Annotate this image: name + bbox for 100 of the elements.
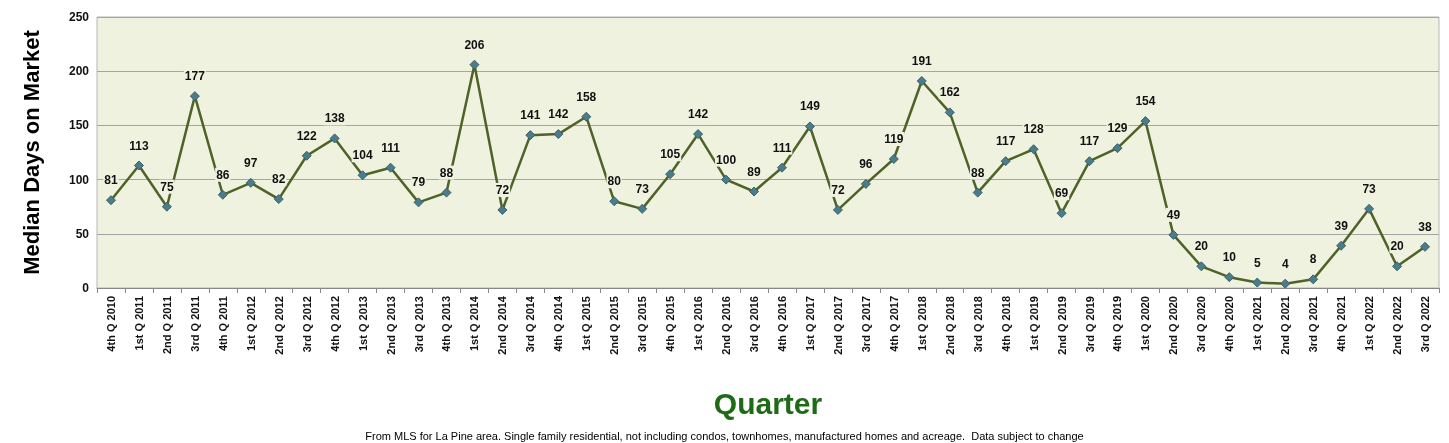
y-tick-label: 250 [68,10,90,24]
data-label: 138 [324,111,345,126]
x-tick-label: 3rd Q 2022 [1419,296,1432,353]
data-label: 119 [884,132,904,146]
data-label: 142 [688,107,709,122]
data-label: 5 [1253,255,1261,270]
x-tick-label: 1st Q 2021 [1251,296,1264,352]
data-label: 117 [995,134,1016,149]
x-tick-label: 4th Q 2019 [1111,296,1124,352]
x-tick-label: 3rd Q 2011 [188,296,201,352]
data-label: 111 [381,140,401,155]
x-tick-label: 1st Q 2022 [1363,296,1376,352]
x-tick-label: 4th Q 2010 [104,296,117,352]
x-tick-label: 1st Q 2015 [580,296,593,352]
y-tick-label: 50 [75,226,90,241]
x-tick-label: 3rd Q 2019 [1083,296,1096,353]
data-label: 8 [1309,252,1317,267]
x-tick-label: 2nd Q 2022 [1391,296,1404,355]
x-tick-label: 4th Q 2020 [1223,296,1236,352]
data-label: 206 [464,37,485,52]
data-label: 142 [548,107,569,122]
x-tick-label: 4th Q 2016 [775,296,788,352]
x-tick-label: 3rd Q 2015 [636,296,649,353]
data-label: 177 [184,69,206,84]
x-tick-label: 1st Q 2017 [803,296,816,352]
data-label: 97 [244,155,258,170]
x-tick-label: 1st Q 2018 [915,296,928,352]
data-label: 20 [1390,239,1405,254]
x-tick-label: 4th Q 2017 [887,296,900,352]
x-axis-title: Quarter [713,386,823,420]
x-tick-label: 2nd Q 2018 [943,296,956,355]
y-axis-title: Median Days on Market [18,29,44,275]
y-tick-label: 200 [68,64,90,79]
x-tick-label: 3rd Q 2020 [1195,296,1208,353]
y-tick-label: 100 [68,172,90,187]
data-label: 75 [160,179,174,194]
data-label: 149 [799,99,821,114]
x-tick-label: 2nd Q 2013 [384,296,397,355]
data-label: 79 [411,175,426,190]
x-tick-label: 3rd Q 2013 [412,296,425,353]
data-label: 69 [1054,186,1069,201]
x-tick-label: 3rd Q 2014 [524,295,537,353]
data-label: 88 [439,165,454,180]
data-label: 89 [747,164,762,179]
y-tick-label: 0 [82,281,90,295]
data-label: 39 [1334,218,1349,233]
x-tick-label: 2nd Q 2019 [1055,296,1068,355]
x-tick-label: 2nd Q 2017 [831,296,844,355]
data-label: 86 [216,167,230,182]
x-tick-label: 2nd Q 2021 [1279,296,1292,355]
data-label: 72 [831,182,845,197]
x-tick-label: 2nd Q 2012 [272,296,285,355]
data-label: 4 [1281,256,1289,271]
data-label: 162 [939,85,961,100]
data-label: 81 [104,173,118,188]
data-label: 111 [772,140,792,155]
y-tick-label: 150 [68,118,90,133]
data-label: 88 [971,165,985,180]
data-label: 191 [911,53,933,68]
data-label: 117 [1079,134,1100,149]
x-tick-label: 3rd Q 2021 [1307,296,1320,353]
x-tick-label: 4th Q 2011 [216,296,229,352]
data-label: 105 [660,147,681,162]
data-label: 49 [1166,207,1181,222]
data-label: 104 [352,148,373,163]
x-tick-label: 2nd Q 2011 [160,296,173,355]
x-tick-label: 1st Q 2012 [244,296,257,352]
data-label: 113 [129,138,149,153]
x-tick-label: 2nd Q 2014 [496,295,509,355]
x-tick-label: 4th Q 2018 [999,296,1012,352]
data-label: 129 [1107,121,1128,136]
data-label: 82 [272,172,286,187]
x-tick-label: 2nd Q 2015 [608,296,621,355]
x-tick-label: 3rd Q 2016 [748,296,761,353]
x-tick-label: 1st Q 2020 [1139,296,1152,352]
data-label: 96 [859,156,873,171]
x-tick-label: 3rd Q 2017 [859,296,872,353]
data-label: 154 [1135,94,1156,109]
x-tick-label: 4th Q 2021 [1335,296,1348,352]
data-label: 72 [495,182,510,197]
data-label: 38 [1418,219,1433,234]
data-label: 100 [716,152,737,167]
data-label: 80 [607,174,622,189]
x-tick-label: 4th Q 2015 [664,296,677,352]
x-tick-label: 4th Q 2013 [440,296,453,352]
data-label: 141 [520,108,541,123]
x-tick-label: 1st Q 2014 [468,295,481,352]
data-label: 158 [576,89,597,104]
data-label: 128 [1023,122,1044,137]
x-tick-label: 2nd Q 2020 [1167,296,1180,355]
x-tick-label: 1st Q 2016 [692,296,705,352]
x-tick-label: 3rd Q 2012 [300,296,313,353]
data-label: 73 [1362,181,1377,196]
x-tick-label: 4th Q 2012 [328,296,341,352]
x-tick-label: 3rd Q 2018 [971,296,984,353]
data-label: 20 [1194,239,1209,254]
x-tick-label: 1st Q 2011 [132,296,145,351]
x-tick-label: 1st Q 2013 [356,296,369,352]
x-tick-label: 1st Q 2019 [1027,296,1040,352]
x-tick-label: 4th Q 2014 [552,295,565,352]
